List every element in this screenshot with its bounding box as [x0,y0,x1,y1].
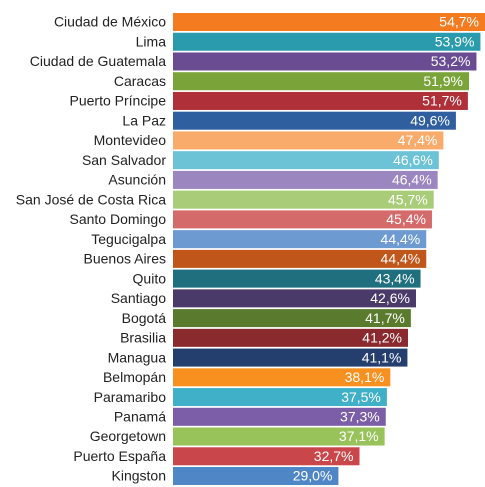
value-label: 37,1% [339,428,379,444]
value-label: 46,4% [392,172,432,188]
category-label: La Paz [122,112,166,128]
category-label: San Salvador [82,152,166,168]
category-label: Montevideo [94,132,167,148]
bar [173,52,477,71]
value-label: 41,1% [362,349,402,365]
value-label: 46,6% [393,152,433,168]
bar [173,249,427,268]
value-label: 49,6% [410,112,450,128]
value-label: 53,2% [431,53,471,69]
category-label: Paramaribo [94,389,167,405]
category-label: Puerto Príncipe [70,93,167,109]
category-label: Panamá [114,409,166,425]
bar [173,72,470,91]
category-label: Managua [108,349,167,365]
bar [173,447,360,466]
value-label: 41,2% [362,330,402,346]
bar [173,427,385,446]
value-label: 51,9% [423,73,463,89]
category-label: Asunción [108,172,166,188]
bar [173,467,339,486]
category-label: Kingston [112,468,166,484]
bar [173,190,434,209]
value-label: 37,3% [340,409,380,425]
value-label: 47,4% [398,132,438,148]
bar [173,368,391,387]
bar [173,170,438,189]
category-label: Puerto España [73,448,166,464]
bar [173,407,386,426]
value-label: 42,6% [370,290,410,306]
category-label: San José de Costa Rica [16,191,166,207]
value-label: 29,0% [293,468,333,484]
value-label: 32,7% [314,448,354,464]
bar [173,13,485,31]
value-label: 38,1% [345,369,385,385]
bar [173,151,439,170]
bar [173,289,416,308]
category-label: Ciudad de México [54,14,166,30]
value-label: 44,4% [381,231,421,247]
bar [173,230,427,249]
category-label: Buenos Aires [84,251,167,267]
bar [173,328,408,347]
bar [173,91,468,110]
category-label: Santo Domingo [69,211,166,227]
value-label: 45,7% [388,191,428,207]
bar [173,348,408,367]
value-label: 44,4% [381,251,421,267]
value-label: 53,9% [435,33,475,49]
bar [173,388,387,407]
category-label: Tegucigalpa [91,231,166,247]
value-label: 51,7% [422,93,462,109]
value-label: 45,4% [386,211,426,227]
category-label: Brasilia [120,330,166,346]
bar [173,309,411,328]
value-label: 54,7% [439,14,479,30]
value-label: 43,4% [375,270,415,286]
category-label: Belmopán [103,369,166,385]
bar [173,210,432,229]
bar [173,32,481,51]
category-label: Quito [133,270,167,286]
category-label: Bogotá [122,310,167,326]
category-label: Ciudad de Guatemala [30,53,166,69]
category-label: Georgetown [90,428,166,444]
bar [173,131,444,150]
value-label: 41,7% [365,310,405,326]
category-label: Santiago [111,290,166,306]
value-label: 37,5% [341,389,381,405]
bar [173,111,456,130]
category-label: Caracas [114,73,166,89]
bar [173,269,421,288]
category-label: Lima [136,33,167,49]
